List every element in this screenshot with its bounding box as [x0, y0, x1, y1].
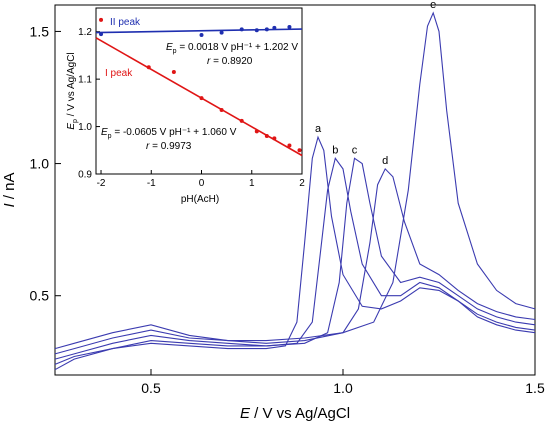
main-curves	[54, 11, 536, 371]
curve-label-d: d	[382, 155, 388, 167]
data-point-ii-peak	[287, 24, 292, 29]
curve-label-b: b	[332, 144, 338, 156]
voltammogram-curve-d	[54, 167, 536, 355]
inset-y-tick-label: 0.9	[78, 170, 92, 181]
y-axis-title: I / nA	[1, 172, 18, 207]
main-ticks: 0.5 1.0 1.5 0.5 1.0 1.5	[30, 23, 545, 396]
inset-y-tick-label: 1.1	[78, 75, 92, 86]
data-point-ii-peak	[99, 32, 104, 37]
inset-background	[96, 8, 302, 174]
data-point-i-peak	[199, 96, 204, 101]
x-tick-label: 1.0	[333, 380, 353, 396]
inset-x-axis-title: pH(AcH)	[181, 194, 219, 205]
inset-y-axis-title: Ep / V vs Ag/AgCl	[66, 52, 79, 129]
inset-x-tick-label: 1	[249, 178, 255, 189]
legend-i-peak: I peak	[105, 68, 133, 79]
equation-ii-peak: Ep = 0.0018 V pH⁻¹ + 1.202 V	[166, 42, 298, 55]
equation-i-peak: Ep = -0.0605 V pH⁻¹ + 1.060 V	[101, 127, 237, 140]
r-i-peak: r = 0.9973	[146, 141, 192, 152]
voltammogram-curve-e	[54, 11, 536, 350]
data-point-ii-peak	[219, 30, 224, 35]
data-point-i-peak	[99, 17, 104, 22]
x-tick-label: 0.5	[141, 380, 161, 396]
y-tick-label: 0.5	[30, 288, 50, 304]
data-point-ii-peak	[254, 28, 259, 33]
data-point-i-peak	[254, 129, 259, 134]
data-point-i-peak	[264, 134, 269, 139]
data-point-i-peak	[239, 118, 244, 123]
inset-plot-frame	[95, 7, 303, 175]
data-point-i-peak	[297, 148, 302, 153]
inset-x-tick-label: -1	[147, 178, 156, 189]
curve-label-e: e	[430, 0, 436, 11]
inset-x-tick-label: 0	[199, 178, 205, 189]
data-point-i-peak	[272, 136, 277, 141]
x-axis-title: E / V vs Ag/AgCl	[240, 405, 350, 422]
inset-x-tick-label: 2	[299, 178, 305, 189]
x-tick-label: 1.5	[525, 380, 545, 396]
data-point-i-peak	[146, 65, 151, 70]
data-point-ii-peak	[239, 27, 244, 32]
inset-data	[95, 17, 303, 157]
inset-x-tick-label: -2	[97, 178, 106, 189]
main-curve-labels: ab c d e	[315, 0, 436, 167]
inset-y-tick-label: 1.2	[78, 27, 92, 38]
data-point-i-peak	[171, 70, 176, 75]
data-point-ii-peak	[264, 27, 269, 32]
y-tick-label: 1.0	[30, 156, 50, 172]
data-point-ii-peak	[199, 33, 204, 38]
curve-label-a: a	[315, 123, 322, 135]
voltammogram-curve-b	[54, 157, 536, 365]
inset-ticks: -2 -1 0 1 2 0.9 1.0 1.1 1.2	[78, 27, 305, 189]
inset-y-tick-label: 1.0	[78, 122, 92, 133]
r-ii-peak: r = 0.8920	[207, 56, 253, 67]
legend-ii-peak: II peak	[110, 17, 141, 28]
voltammogram-curve-c	[54, 157, 536, 360]
data-point-i-peak	[219, 107, 224, 112]
main-plot-frame	[54, 4, 536, 376]
curve-label-c: c	[352, 144, 358, 156]
data-point-i-peak	[287, 143, 292, 148]
data-point-ii-peak	[272, 25, 277, 30]
y-tick-label: 1.5	[30, 23, 50, 39]
